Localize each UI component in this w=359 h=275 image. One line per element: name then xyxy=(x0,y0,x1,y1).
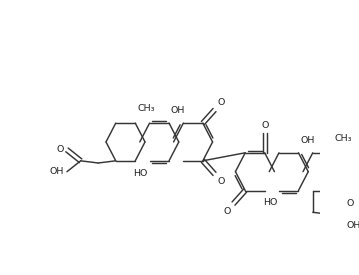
Text: O: O xyxy=(347,199,354,208)
Text: OH: OH xyxy=(347,221,359,230)
Text: HO: HO xyxy=(134,169,148,178)
Text: OH: OH xyxy=(171,106,185,115)
Text: O: O xyxy=(217,98,225,107)
Text: O: O xyxy=(217,177,225,186)
Text: HO: HO xyxy=(263,199,277,207)
Text: CH₃: CH₃ xyxy=(137,104,154,113)
Text: O: O xyxy=(223,207,231,216)
Text: O: O xyxy=(57,145,64,155)
Text: O: O xyxy=(261,121,269,130)
Text: OH: OH xyxy=(300,136,314,145)
Text: CH₃: CH₃ xyxy=(334,134,351,143)
Text: OH: OH xyxy=(50,167,64,176)
